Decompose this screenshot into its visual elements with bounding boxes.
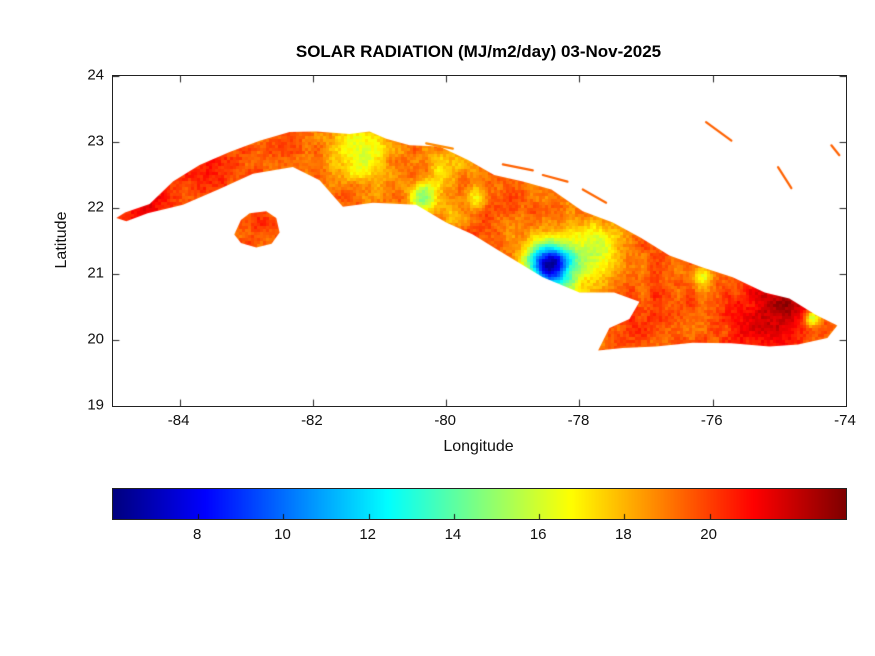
- colorbar-tick-labels: 8 10 12 14 16 18 20: [112, 526, 845, 548]
- x-tick-label: -82: [301, 412, 323, 429]
- x-tick-label: -78: [567, 412, 590, 429]
- colorbar-tick-label: 8: [193, 526, 202, 543]
- chart-title: SOLAR RADIATION (MJ/m2/day) 03-Nov-2025: [295, 42, 662, 61]
- colorbar-tick-label: 20: [700, 526, 717, 543]
- x-axis-label: Longitude: [443, 438, 514, 455]
- x-tick-label: -84: [167, 412, 190, 429]
- plot-area: [112, 75, 847, 407]
- y-tick-label: 22: [87, 198, 104, 216]
- x-tick-label: -76: [700, 412, 723, 429]
- cuba-heatmap-canvas: [113, 76, 846, 406]
- colorbar-tick-label: 14: [444, 526, 462, 543]
- colorbar-tick-label: 12: [359, 526, 377, 543]
- x-axis-tick-labels: -84 -82 -80 -78 -76 -74: [112, 412, 856, 434]
- y-tick-label: 23: [87, 132, 104, 150]
- y-axis-tick-labels: 19 20 21 22 23 24: [4, 67, 104, 414]
- x-tick-label: -80: [434, 412, 457, 429]
- y-tick-label: 20: [87, 330, 104, 348]
- colorbar: [112, 488, 847, 520]
- colorbar-tick-label: 18: [615, 526, 632, 543]
- y-tick-label: 24: [87, 66, 104, 84]
- y-tick-label: 19: [87, 396, 104, 414]
- y-tick-label: 21: [87, 264, 104, 282]
- colorbar-tick-label: 16: [529, 526, 547, 543]
- x-tick-label: -74: [834, 412, 856, 429]
- colorbar-tick-label: 10: [274, 526, 291, 543]
- colorbar-gradient-canvas: [113, 489, 846, 519]
